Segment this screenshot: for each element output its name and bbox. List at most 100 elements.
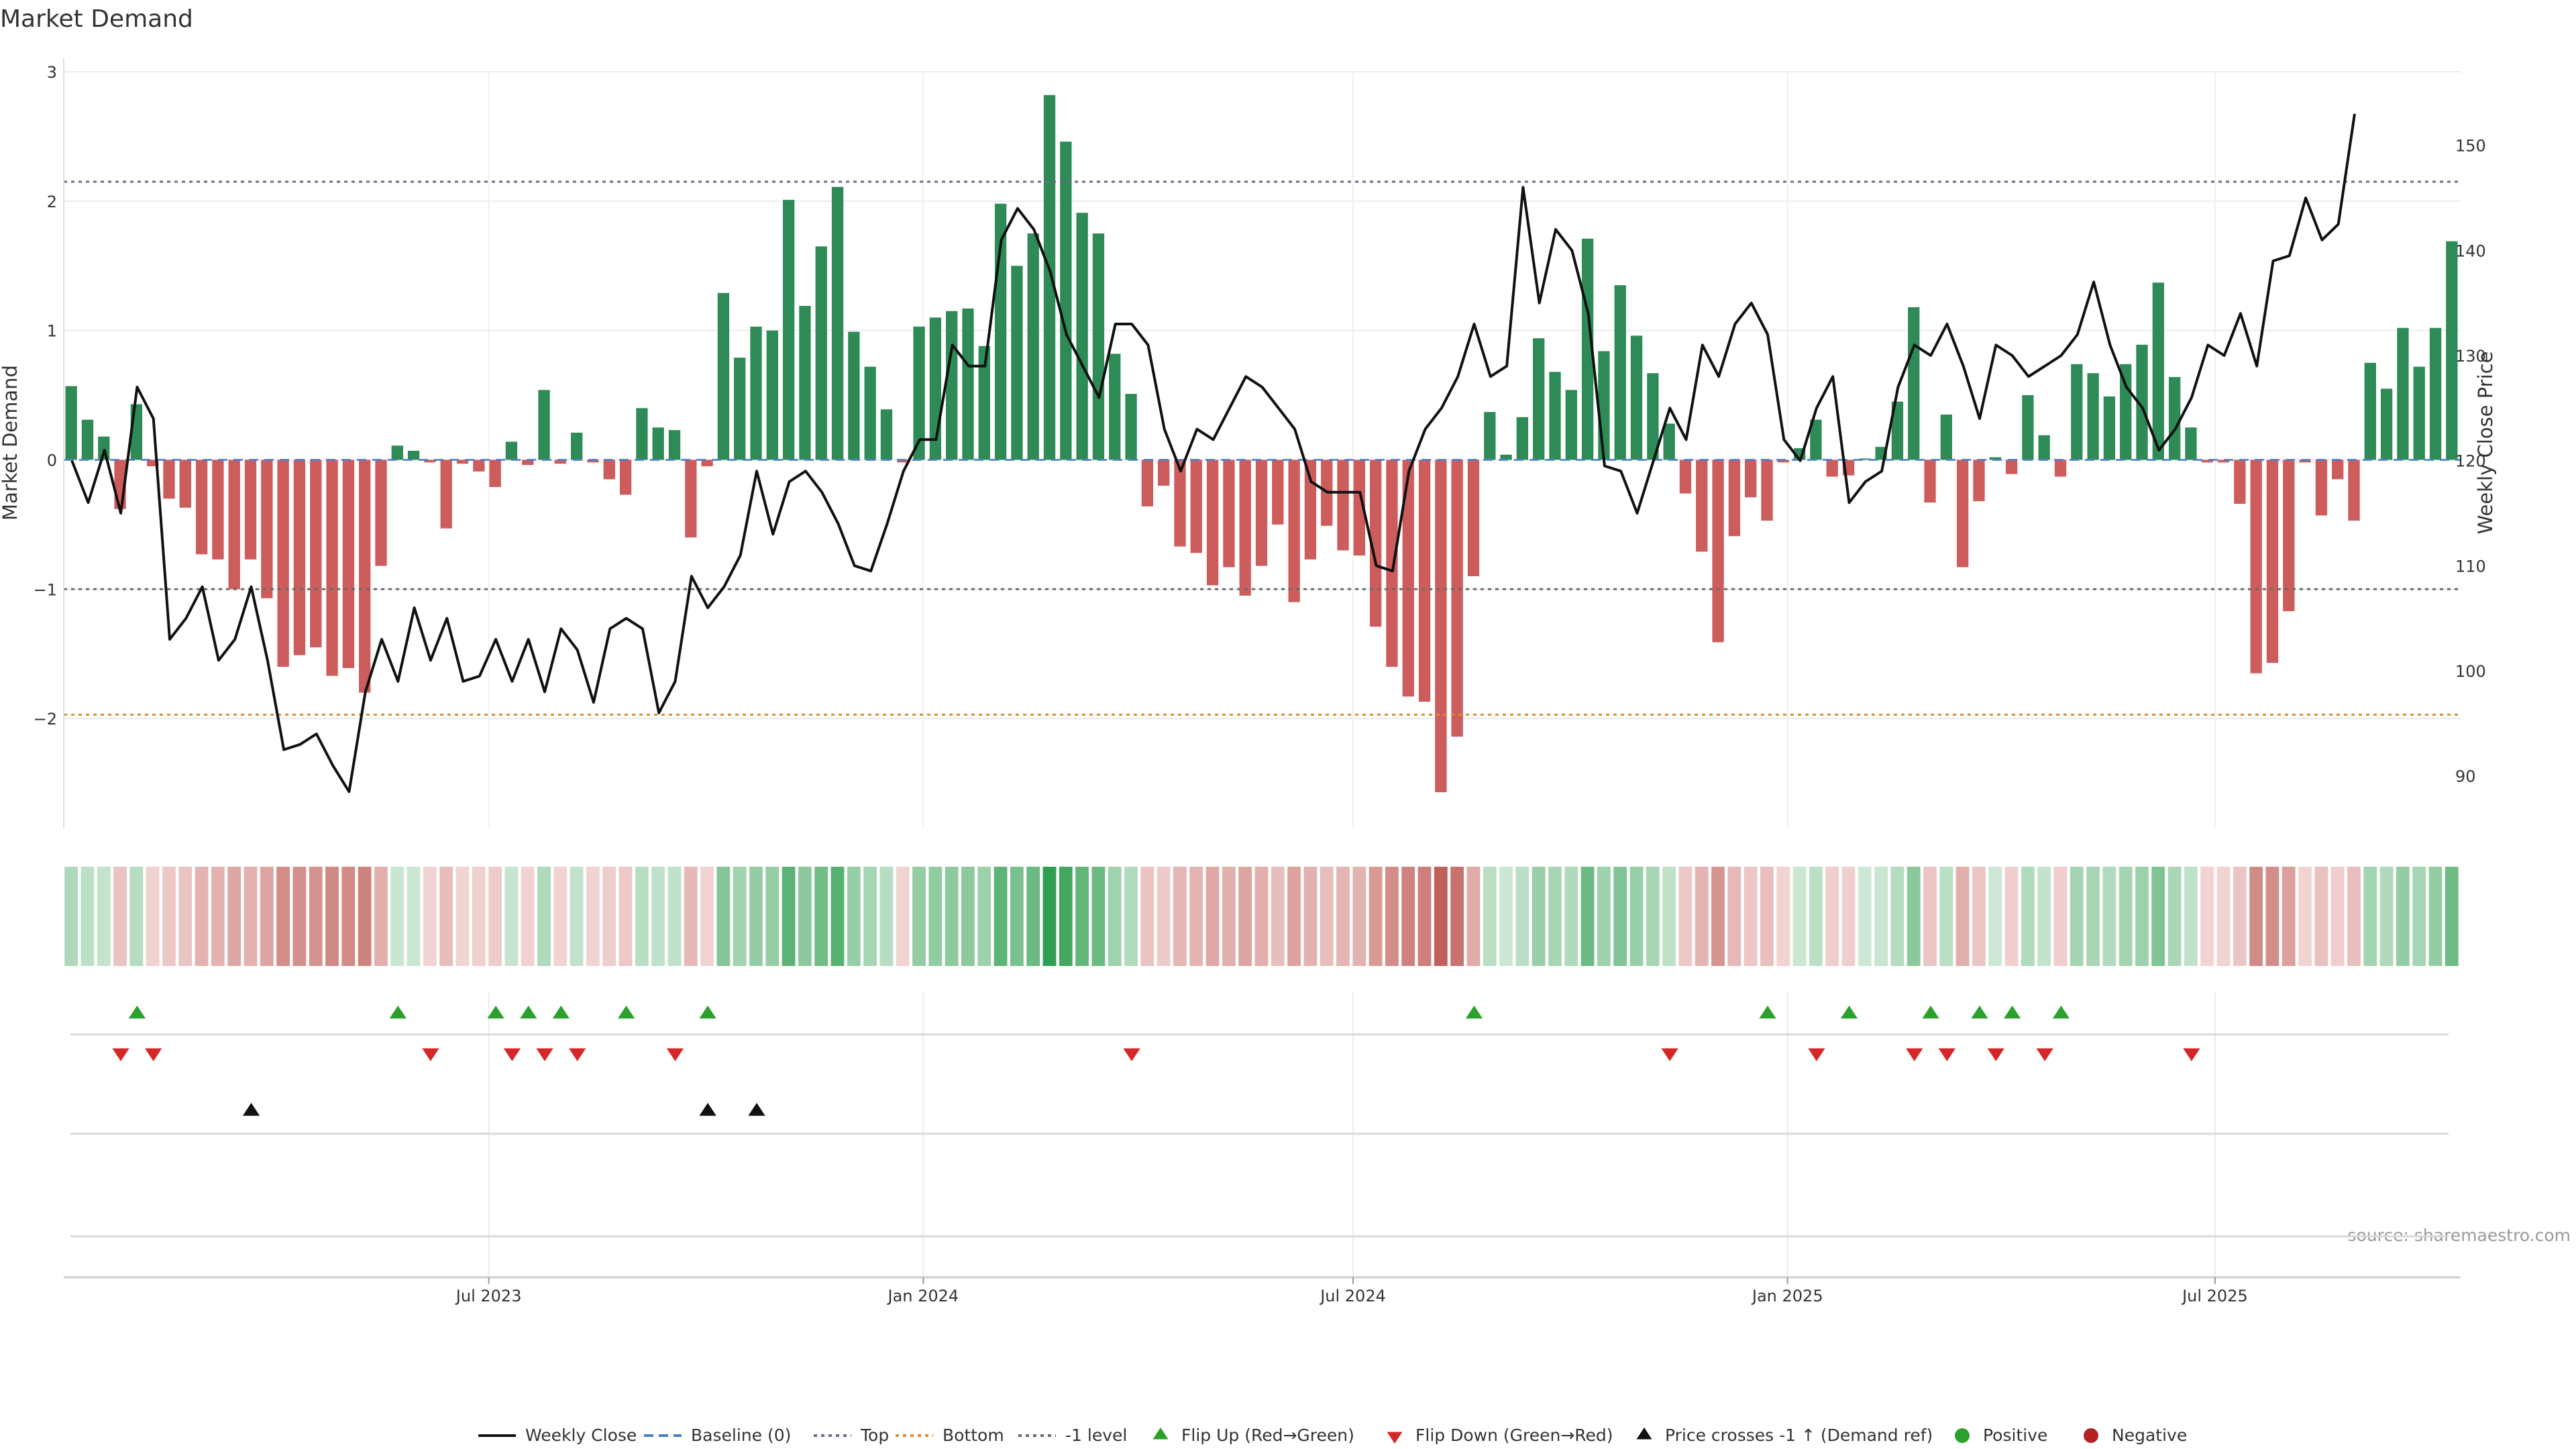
demand-bar <box>1745 460 1757 498</box>
demand-bar <box>1174 460 1186 547</box>
heat-cell <box>276 867 290 966</box>
flip-up-marker <box>1759 1006 1776 1019</box>
x-tick-label: Jan 2024 <box>887 1287 959 1305</box>
heat-cell <box>1238 867 1252 966</box>
demand-bar <box>1206 460 1219 586</box>
event-markers <box>112 1006 2200 1116</box>
heat-cell <box>1858 867 1872 966</box>
demand-bar <box>2087 373 2099 460</box>
reference-lines <box>64 180 2461 716</box>
heat-cell <box>472 867 486 966</box>
x-tick-label: Jul 2023 <box>455 1287 522 1305</box>
heat-cell <box>146 867 160 966</box>
heat-cell <box>830 867 845 966</box>
heat-cell <box>2265 867 2279 966</box>
demand-bar <box>359 460 371 693</box>
legend-label: Bottom <box>943 1426 1004 1445</box>
demand-bar <box>1565 390 1577 460</box>
demand-bar <box>1353 460 1365 556</box>
demand-bar <box>1696 460 1708 552</box>
price-cross-marker <box>242 1103 260 1116</box>
heat-cell <box>2363 867 2377 966</box>
demand-bar <box>1989 457 2001 460</box>
flip-down-marker <box>145 1048 162 1061</box>
demand-bar <box>636 408 648 460</box>
heat-cell <box>374 867 388 966</box>
heat-cell <box>994 867 1008 966</box>
heat-cell <box>1466 867 1481 966</box>
heat-cell <box>1336 867 1350 966</box>
demand-bar <box>244 460 257 559</box>
heat-cell <box>1597 867 1611 966</box>
demand-bar <box>1647 373 1659 460</box>
heat-cell <box>798 867 812 966</box>
heat-cell <box>407 867 421 966</box>
demand-bar <box>962 308 974 460</box>
left-tick-label: 1 <box>47 322 57 341</box>
heat-cell <box>1205 867 1220 966</box>
heat-cell <box>928 867 943 966</box>
heat-cell <box>1711 867 1725 966</box>
heat-cell <box>847 867 861 966</box>
left-tick-label: −2 <box>34 710 57 729</box>
axes: −2 −1 0 1 2 3 90 100 110 120 130 140 150 Jul 2023 Jan … <box>34 58 2486 1305</box>
legend: Weekly Close Baseline (0) Top Bottom -1 leve… <box>478 1426 2187 1445</box>
demand-bar <box>1337 460 1349 551</box>
heat-cell <box>1841 867 1856 966</box>
heat-cell <box>1580 867 1595 966</box>
demand-bar <box>163 460 175 499</box>
demand-bar <box>1369 460 1382 627</box>
demand-bar <box>326 460 338 676</box>
heat-cell <box>814 867 828 966</box>
demand-bar <box>717 292 730 460</box>
heat-cell <box>1662 867 1676 966</box>
demand-bar <box>587 460 599 463</box>
weekly-close-line <box>70 113 2356 794</box>
heat-cell <box>537 867 551 966</box>
demand-bar <box>1728 460 1741 537</box>
legend-label: Negative <box>2112 1426 2187 1445</box>
right-tick-label: 130 <box>2455 347 2486 366</box>
heat-cell <box>1890 867 1904 966</box>
demand-bar <box>424 460 436 463</box>
demand-bar <box>2446 241 2458 460</box>
heat-cell <box>1271 867 1285 966</box>
demand-bar <box>1467 460 1480 576</box>
price-cross-marker <box>748 1103 765 1116</box>
price-cross-marker <box>699 1103 716 1116</box>
demand-bar <box>522 460 534 466</box>
x-tick-label: Jul 2024 <box>1319 1287 1386 1305</box>
heat-cell <box>1515 867 1529 966</box>
heat-cell <box>292 867 307 966</box>
demand-bar <box>1255 460 1268 566</box>
demand-bar <box>261 460 273 598</box>
heat-cell <box>1320 867 1334 966</box>
demand-bar <box>750 326 762 460</box>
demand-bar <box>1924 460 1936 503</box>
demand-bar <box>2332 460 2344 480</box>
heat-cell <box>749 867 763 966</box>
demand-bar <box>2266 460 2279 663</box>
flip-up-marker <box>2003 1006 2021 1019</box>
demand-bar <box>1598 351 1610 460</box>
legend-label: Weekly Close <box>525 1426 637 1445</box>
demand-bar <box>2348 460 2360 521</box>
heat-cell <box>1776 867 1790 966</box>
heat-cell <box>2184 867 2198 966</box>
heat-cell <box>1532 867 1546 966</box>
legend-label: -1 level <box>1065 1426 1127 1445</box>
legend-swatch-flip-down <box>1387 1432 1403 1444</box>
heat-cell <box>2037 867 2051 966</box>
legend-swatch-price-cross <box>1636 1428 1652 1440</box>
legend-swatch-negative_dot <box>2084 1428 2098 1443</box>
heat-cell <box>341 867 356 966</box>
demand-bar <box>897 460 909 463</box>
heat-cell <box>570 867 584 966</box>
heat-cell <box>1091 867 1106 966</box>
demand-bar <box>81 419 94 460</box>
demand-bar <box>603 460 615 480</box>
demand-bar <box>685 460 697 538</box>
demand-bar <box>2103 396 2116 460</box>
heat-cell <box>2233 867 2247 966</box>
flip-down-marker <box>2036 1048 2053 1061</box>
